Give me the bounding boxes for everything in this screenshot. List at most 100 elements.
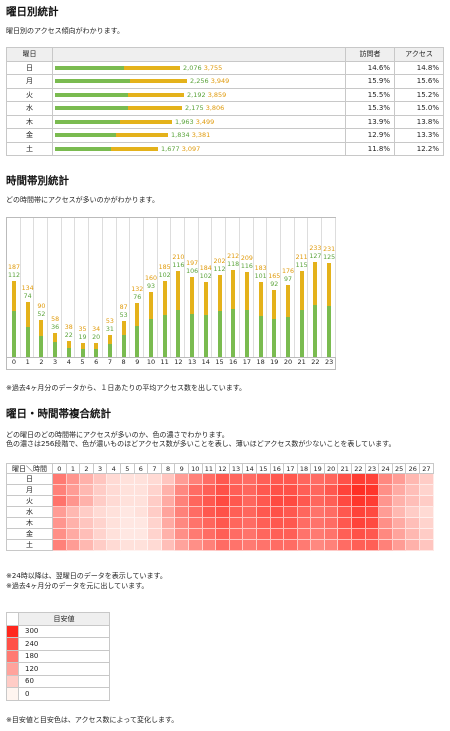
heat-cell (107, 485, 121, 496)
hour-column (130, 218, 144, 357)
heat-cell (134, 496, 149, 507)
heat-cell (229, 474, 244, 485)
heat-cell (80, 507, 94, 518)
hour-column (281, 218, 295, 357)
heat-cell (243, 485, 257, 496)
visitors-value: 2,192 (187, 90, 206, 99)
heat-cell (379, 529, 393, 540)
bar-values: 1,963 3,499 (175, 116, 214, 128)
heat-cell (53, 518, 67, 529)
heat-cell (365, 518, 380, 529)
heat-hour-label: 20 (324, 463, 339, 474)
heat-cell (256, 496, 271, 507)
heat-cell (107, 474, 121, 485)
hour-tick-label: 3 (53, 358, 58, 366)
hour-column (308, 218, 323, 357)
legend-header: 目安値 (18, 612, 110, 626)
heat-cell (406, 529, 421, 540)
heat-cell (161, 518, 176, 529)
heat-cell (338, 518, 353, 529)
heat-cell (379, 507, 393, 518)
bar-values: 2,076 3,755 (183, 62, 222, 74)
hour-access-label: 34 (92, 326, 101, 334)
hour-visitors-bar (94, 348, 99, 357)
heat-cell (324, 496, 339, 507)
heat-cell (175, 496, 189, 507)
hour-visitors-bar (121, 335, 126, 357)
hour-visitors-label: 115 (295, 261, 308, 269)
legend-value: 300 (18, 624, 110, 638)
heat-cell (148, 540, 162, 551)
heat-cell (216, 529, 230, 540)
hour-visitors-bar (66, 348, 71, 357)
visitors-bar (55, 106, 128, 110)
hour-access-label: 211 (295, 253, 308, 261)
visitors-header: 訪問者 (345, 47, 395, 62)
hour-stats-desc: どの時間帯にアクセスが多いのかがわかります。 (6, 196, 159, 204)
day-label: 土 (6, 141, 53, 156)
access-pct: 13.3% (394, 128, 444, 143)
hour-access-label: 90 (37, 303, 46, 311)
day-stats-table: 曜日 訪問者 アクセス 日 2,076 3,755 14.6% 14.8% 月 2,256… (6, 47, 444, 156)
heat-cell (392, 518, 407, 529)
access-pct: 15.0% (394, 101, 444, 116)
heat-cell (256, 485, 271, 496)
heat-cell (379, 496, 393, 507)
heat-cell (175, 540, 189, 551)
hour-visitors-label: 106 (186, 267, 199, 275)
heat-cell (93, 485, 108, 496)
day-row: 火 2,192 3,859 15.5% 15.2% (6, 87, 444, 102)
heat-cell (324, 540, 339, 551)
hour-column (213, 218, 227, 357)
day-stats-desc: 曜日別のアクセス傾向がわかります。 (6, 27, 124, 35)
chart-baseline (7, 357, 335, 358)
heat-hour-label: 13 (229, 463, 244, 474)
visitors-bar (55, 92, 128, 97)
access-value: 3,949 (210, 77, 230, 85)
heat-cell (120, 496, 135, 507)
heat-cell (53, 474, 67, 485)
hour-visitors-label: 125 (323, 253, 336, 261)
heat-cell (243, 507, 257, 518)
heat-cell (379, 518, 393, 529)
hour-visitors-label: 93 (146, 282, 155, 290)
heat-cell (107, 496, 121, 507)
day-stats-title: 曜日別統計 (6, 6, 59, 18)
day-row: 月 2,256 3,949 15.9% 15.6% (6, 74, 444, 89)
heat-hour-label: 18 (297, 463, 312, 474)
heat-cell (229, 540, 244, 551)
hour-tick-label: 9 (135, 358, 140, 366)
hour-access-label: 87 (119, 304, 128, 312)
heat-cell (270, 507, 285, 518)
hour-visitors-label: 74 (23, 293, 32, 301)
hour-visitors-bar (217, 311, 222, 357)
hour-tick-label: 14 (201, 358, 210, 366)
heat-cell (161, 485, 176, 496)
hour-tick-label: 0 (11, 358, 17, 366)
heat-hour-label: 8 (161, 463, 176, 474)
hour-visitors-bar (286, 317, 290, 357)
hour-visitors-label: 102 (158, 272, 171, 280)
legend-swatch (6, 687, 19, 701)
heat-cell (324, 485, 339, 496)
heat-cell (365, 474, 380, 485)
hour-column (254, 218, 268, 357)
heat-hour-label: 16 (270, 463, 285, 474)
heat-cell (392, 496, 407, 507)
heat-cell (188, 474, 203, 485)
heat-cell (148, 529, 162, 540)
heat-cell (420, 485, 434, 496)
legend-value: 120 (18, 662, 110, 676)
hour-access-label: 212 (227, 253, 240, 261)
heat-hour-label: 12 (216, 463, 230, 474)
heat-cell (188, 496, 203, 507)
hour-visitors-bar (12, 311, 16, 357)
hour-visitors-bar (135, 325, 140, 357)
visitors-value: 2,076 (183, 63, 202, 72)
heat-cell (202, 507, 217, 518)
heat-cell (420, 507, 434, 518)
hour-visitors-bar (53, 342, 58, 357)
heat-cell (148, 507, 162, 518)
day-row: 木 1,963 3,499 13.9% 13.8% (6, 114, 444, 129)
heat-cell (406, 485, 421, 496)
